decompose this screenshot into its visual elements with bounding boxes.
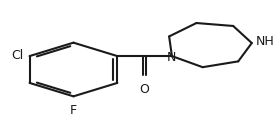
Text: NH: NH [256, 35, 274, 48]
Text: Cl: Cl [11, 49, 23, 62]
Text: O: O [140, 83, 150, 96]
Text: N: N [167, 51, 177, 64]
Text: F: F [70, 104, 77, 117]
